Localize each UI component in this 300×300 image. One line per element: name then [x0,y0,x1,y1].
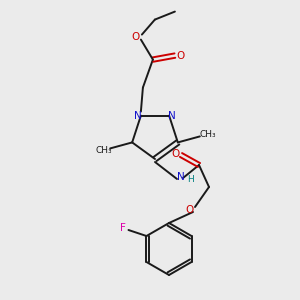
Text: CH₃: CH₃ [200,130,216,139]
Text: F: F [119,223,125,233]
Text: N: N [177,172,185,182]
Text: H: H [188,176,194,184]
Text: O: O [177,51,185,61]
Text: O: O [171,149,179,159]
Text: CH₃: CH₃ [96,146,112,155]
Text: O: O [132,32,140,42]
Text: N: N [134,111,142,121]
Text: N: N [168,111,176,121]
Text: O: O [186,205,194,215]
